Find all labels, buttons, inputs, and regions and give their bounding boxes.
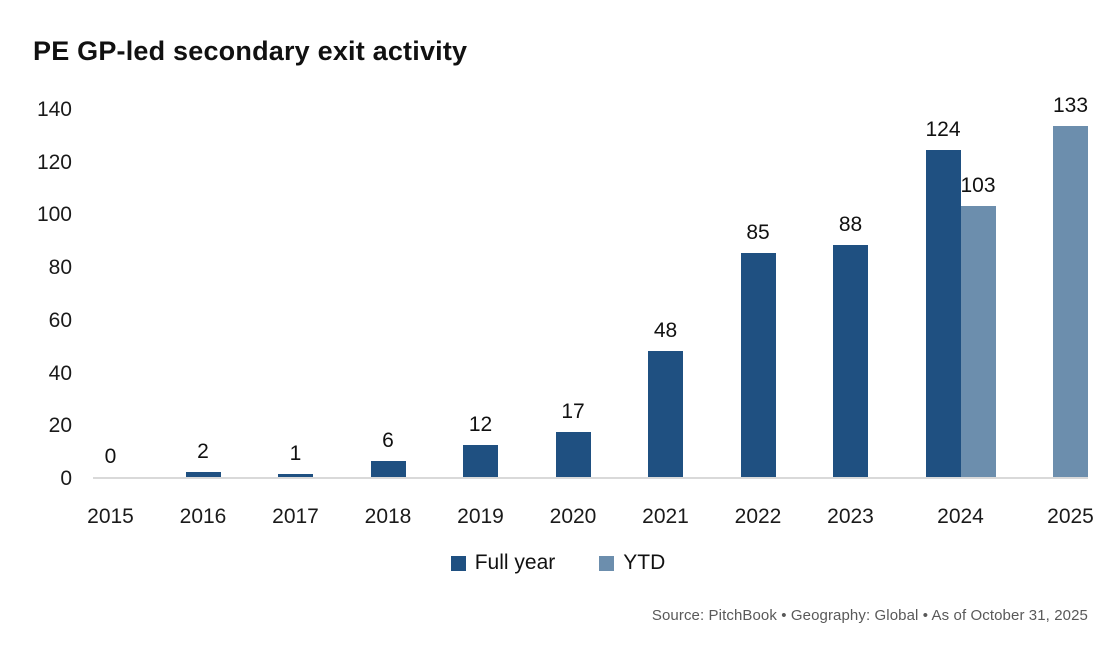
bar-group-2024: 124 103 2024: [925, 118, 996, 528]
x-axis-label-2025: 2025: [1047, 505, 1094, 528]
bar-slot-full-year-2021: 48: [648, 319, 683, 477]
value-label-full-year-2022: 85: [746, 220, 770, 244]
bar-group-2018: 6 2018: [365, 429, 412, 528]
bar-slot-ytd-2025: 133: [1053, 94, 1088, 477]
legend-item-full-year: Full year: [450, 551, 556, 575]
bar-full-year-2023: [833, 245, 868, 477]
value-label-ytd-2025: 133: [1052, 94, 1089, 118]
bar-full-year-2024: [925, 150, 961, 477]
bar-group-2021: 48 2021: [642, 319, 689, 529]
x-axis-label-2020: 2020: [549, 505, 597, 528]
value-label-full-year-2020: 17: [561, 400, 585, 424]
y-axis-tick-label: 0: [60, 467, 72, 490]
y-axis-tick-label: 140: [36, 98, 72, 121]
value-label-full-year-2017: 1: [289, 442, 302, 466]
legend-label: YTD: [623, 551, 666, 574]
bar-slot-full-year-2020: 17: [555, 400, 591, 477]
value-label-full-year-2019: 12: [468, 413, 493, 437]
source-note: Source: PitchBook • Geography: Global • …: [651, 607, 1088, 624]
legend-item-ytd: YTD: [599, 551, 665, 575]
bar-ytd-2024: [960, 205, 996, 477]
x-axis-label-2015: 2015: [87, 505, 134, 528]
y-axis-tick-label: 120: [36, 150, 72, 174]
bar-group-2019: 12 2019: [457, 413, 504, 528]
bar-full-year-2019: [463, 445, 498, 477]
x-axis-label-2022: 2022: [734, 505, 782, 528]
x-axis-label-2024: 2024: [937, 505, 984, 528]
bar-slot-full-year-2019: 12: [463, 413, 498, 477]
bar-full-year-2022: [740, 252, 776, 477]
value-label-full-year-2024: 124: [925, 118, 961, 142]
legend-swatch-icon: [450, 555, 466, 571]
x-axis-label-2019: 2019: [457, 505, 504, 528]
x-axis-label-2018: 2018: [364, 505, 412, 528]
bar-group-2016: 2 2016: [180, 440, 227, 528]
bar-slot-full-year-2022: 85: [740, 221, 776, 477]
legend-label: Full year: [474, 551, 556, 574]
value-label-full-year-2015: 0: [104, 445, 117, 468]
bar-slot-full-year-2017: 1: [278, 442, 313, 477]
chart-title: PE GP-led secondary exit activity: [33, 36, 468, 66]
bar-full-year-2018: [370, 461, 406, 477]
bar-slot-ytd-2024: 103: [960, 174, 996, 477]
value-label-full-year-2023: 88: [838, 213, 863, 237]
bar-full-year-2020: [555, 432, 591, 477]
x-axis-label-2023: 2023: [827, 505, 874, 528]
bar-slot-full-year-2018: 6: [370, 429, 406, 477]
bar-group-2022: 85 2022: [735, 221, 782, 528]
bar-ytd-2025: [1053, 126, 1088, 477]
value-label-full-year-2018: 6: [382, 429, 394, 453]
y-axis-tick-label: 40: [48, 361, 72, 385]
bar-slot-full-year-2016: 2: [185, 440, 221, 477]
y-axis-tick-label: 100: [36, 203, 72, 227]
value-label-ytd-2024: 103: [960, 173, 996, 197]
y-axis-tick-label: 60: [48, 308, 72, 332]
value-label-full-year-2016: 2: [197, 439, 209, 463]
bar-group-2023: 88 2023: [827, 213, 874, 528]
bar-group-2017: 1 2017: [272, 442, 319, 528]
x-axis-label-2021: 2021: [642, 505, 689, 528]
y-axis-tick-label: 20: [48, 414, 72, 438]
y-axis: 0 20 40 60 80 100 120 140: [0, 98, 72, 490]
legend-swatch-icon: [599, 555, 615, 571]
plot-area: 0 2015 2 2016 1 2017 6 2018 12 2019 17 2020 48 2021 85…: [87, 94, 1094, 529]
bar-slot-full-year-2024: 124: [925, 118, 961, 477]
bar-full-year-2016: [185, 471, 221, 477]
value-label-full-year-2021: 48: [653, 318, 678, 342]
x-axis-label-2016: 2016: [179, 505, 227, 528]
bar-slot-full-year-2023: 88: [833, 213, 868, 477]
bar-full-year-2017: [278, 474, 313, 477]
x-axis-label-2017: 2017: [272, 505, 319, 528]
bar-full-year-2021: [648, 350, 683, 477]
legend: Full year YTD: [0, 551, 1116, 575]
bar-group-2025: 133 2025: [1047, 94, 1094, 528]
bar-group-2020: 17 2020: [550, 400, 597, 528]
y-axis-tick-label: 80: [48, 256, 72, 280]
